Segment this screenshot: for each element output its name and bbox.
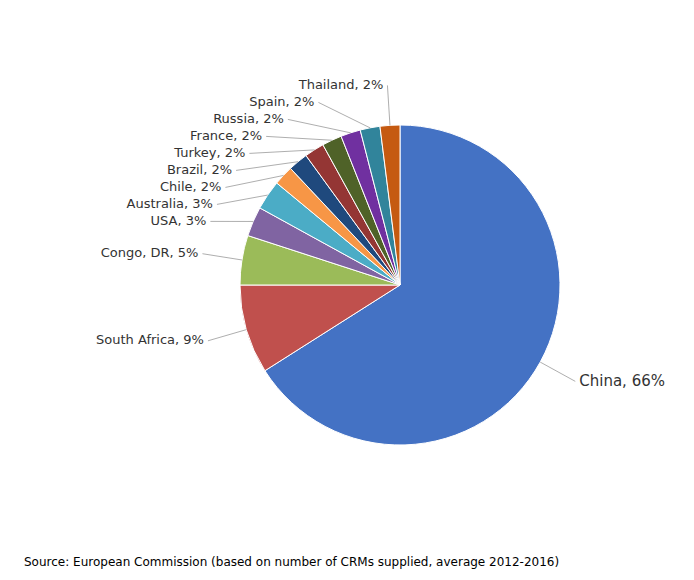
data-labels: China, 66% Thailand, 2% Spain, 2% Russia, 2…	[96, 77, 665, 390]
data-label: South Africa, 9%	[96, 332, 204, 347]
leader-line	[387, 85, 390, 125]
data-label: China, 66%	[579, 372, 665, 390]
chart-container: ChinaSouth AfricaCongo, DRUSAAustraliaCh…	[0, 0, 694, 580]
pie-slice: Thailand	[380, 125, 400, 285]
data-label: Thailand, 2%	[298, 77, 384, 92]
data-label: Russia, 2%	[213, 111, 284, 126]
slices: ChinaSouth AfricaCongo, DRUSAAustraliaCh…	[240, 125, 560, 445]
background	[0, 0, 694, 580]
source-note: Source: European Commission (based on nu…	[24, 555, 559, 569]
leader-line	[202, 254, 242, 260]
data-label: Turkey, 2%	[173, 145, 245, 160]
data-label: Spain, 2%	[249, 94, 314, 109]
leader-line	[208, 330, 246, 341]
data-label: France, 2%	[190, 128, 262, 143]
data-label: Brazil, 2%	[167, 162, 232, 177]
data-label: Congo, DR, 5%	[101, 245, 199, 260]
leader-line	[236, 162, 298, 171]
pie-slice: South Africa	[240, 285, 400, 371]
leader-line	[217, 195, 268, 204]
chart: ChinaSouth AfricaCongo, DRUSAAustraliaCh…	[0, 0, 694, 580]
leader-line	[210, 221, 253, 222]
leader-line	[249, 150, 314, 153]
leader-line	[540, 362, 575, 381]
leader-line	[225, 175, 283, 187]
leader-line	[288, 119, 351, 132]
leader-line	[266, 136, 332, 140]
leader-line	[318, 102, 370, 127]
data-label: Australia, 3%	[127, 196, 213, 211]
data-label: Chile, 2%	[160, 179, 221, 194]
data-label: USA, 3%	[151, 213, 207, 228]
